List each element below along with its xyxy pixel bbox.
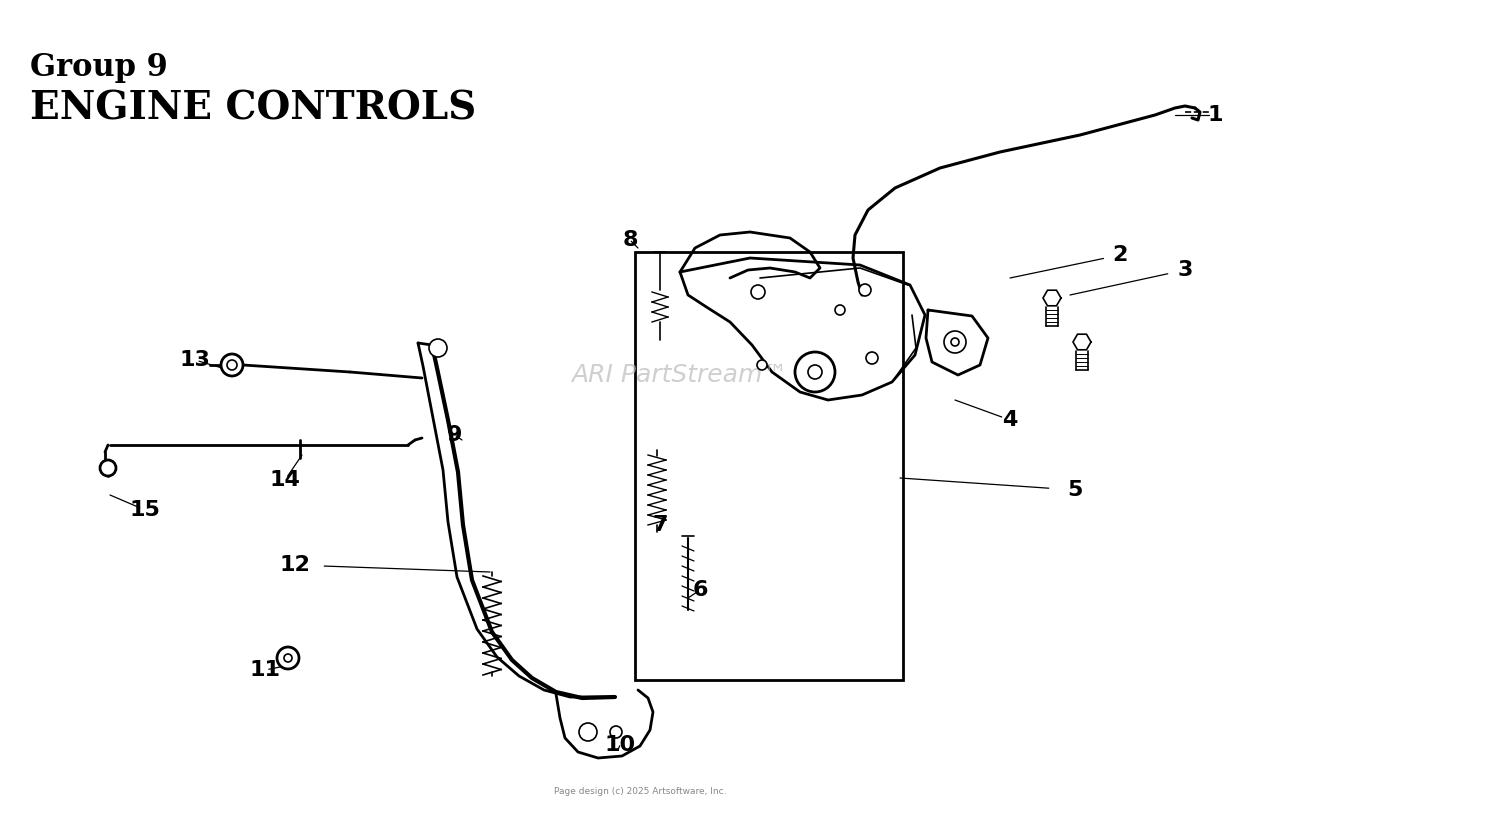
Circle shape xyxy=(836,305,844,315)
Circle shape xyxy=(226,360,237,370)
Circle shape xyxy=(752,285,765,299)
Text: 7: 7 xyxy=(652,515,668,535)
Text: ARI PartStream™: ARI PartStream™ xyxy=(572,363,788,387)
Text: 14: 14 xyxy=(270,470,300,490)
Text: 3: 3 xyxy=(1178,260,1192,280)
Text: Page design (c) 2025 Artsoftware, Inc.: Page design (c) 2025 Artsoftware, Inc. xyxy=(554,788,726,797)
Text: 15: 15 xyxy=(129,500,160,520)
Circle shape xyxy=(100,460,116,476)
Text: ENGINE CONTROLS: ENGINE CONTROLS xyxy=(30,90,477,128)
Circle shape xyxy=(284,654,292,662)
Circle shape xyxy=(220,354,243,376)
Text: 9: 9 xyxy=(447,425,462,445)
Circle shape xyxy=(859,284,871,296)
Text: 11: 11 xyxy=(249,660,280,680)
Circle shape xyxy=(865,352,877,364)
Circle shape xyxy=(951,338,958,346)
Text: 13: 13 xyxy=(180,350,210,370)
Text: 5: 5 xyxy=(1068,480,1083,500)
Text: Group 9: Group 9 xyxy=(30,52,168,83)
Circle shape xyxy=(610,726,622,738)
Circle shape xyxy=(808,365,822,379)
Circle shape xyxy=(579,723,597,741)
Text: 4: 4 xyxy=(1002,410,1017,430)
Text: 2: 2 xyxy=(1113,245,1128,265)
Circle shape xyxy=(795,352,836,392)
Text: 10: 10 xyxy=(604,735,636,755)
Text: 1: 1 xyxy=(1208,105,1222,125)
Polygon shape xyxy=(1072,334,1090,349)
Circle shape xyxy=(278,647,298,669)
Polygon shape xyxy=(1042,290,1060,306)
Bar xyxy=(634,252,903,680)
Text: 12: 12 xyxy=(279,555,310,575)
Text: 6: 6 xyxy=(692,580,708,600)
Circle shape xyxy=(944,331,966,353)
Circle shape xyxy=(758,360,766,370)
Text: 8: 8 xyxy=(622,230,638,250)
Circle shape xyxy=(429,339,447,357)
